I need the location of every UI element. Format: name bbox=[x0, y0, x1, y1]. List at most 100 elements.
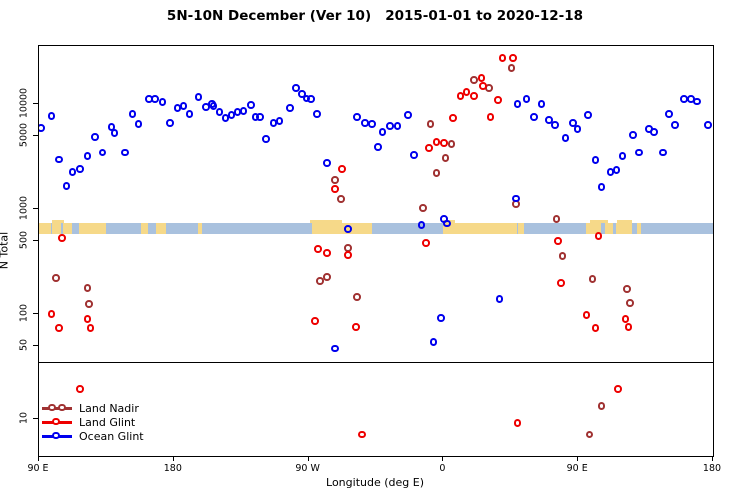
data-point-ocean-glint bbox=[584, 111, 592, 119]
data-point-land-nadir bbox=[432, 169, 441, 178]
data-point-ocean-glint bbox=[179, 102, 188, 110]
x-axis-tick-label: 0 bbox=[439, 463, 446, 474]
data-point-ocean-glint bbox=[664, 110, 673, 118]
y-axis-tick-label: 500 bbox=[18, 230, 30, 249]
y-axis-tick bbox=[33, 418, 38, 420]
land-patch bbox=[52, 223, 62, 234]
data-point-ocean-glint bbox=[530, 113, 538, 121]
ocean-band bbox=[39, 223, 713, 234]
data-point-land-glint bbox=[422, 239, 430, 247]
y-axis-tick-label: 100 bbox=[18, 303, 30, 323]
data-point-land-glint bbox=[314, 245, 323, 253]
legend-item-land-nadir: Land Nadir bbox=[41, 401, 144, 415]
data-point-ocean-glint bbox=[323, 159, 332, 167]
data-point-land-nadir bbox=[85, 300, 93, 308]
data-point-ocean-glint bbox=[374, 143, 382, 151]
x-axis-tick-label: 90 E bbox=[27, 463, 49, 474]
data-point-land-nadir bbox=[470, 76, 478, 84]
data-point-land-nadir bbox=[353, 293, 362, 301]
data-point-ocean-glint bbox=[55, 155, 63, 164]
data-point-land-glint bbox=[338, 165, 347, 173]
land-coast-bump bbox=[310, 220, 342, 224]
data-point-land-glint bbox=[614, 385, 622, 393]
data-point-land-glint bbox=[621, 315, 630, 323]
data-point-land-glint bbox=[479, 82, 487, 90]
data-point-land-nadir bbox=[447, 140, 456, 149]
data-point-ocean-glint bbox=[312, 110, 321, 118]
legend-circle-icon bbox=[52, 417, 60, 426]
data-point-ocean-glint bbox=[306, 95, 315, 103]
data-point-land-glint bbox=[330, 185, 339, 193]
data-point-land-nadir bbox=[426, 120, 435, 128]
data-point-land-nadir bbox=[623, 285, 631, 294]
y-axis-tick-label: 50 bbox=[18, 338, 30, 351]
data-point-land-glint bbox=[509, 54, 517, 62]
data-point-land-nadir bbox=[336, 195, 345, 203]
legend-label: Land Glint bbox=[79, 415, 136, 429]
data-point-ocean-glint bbox=[393, 122, 402, 130]
y-axis-tick bbox=[33, 344, 38, 346]
data-point-ocean-glint bbox=[344, 225, 353, 233]
data-point-land-glint bbox=[323, 249, 332, 258]
data-point-ocean-glint bbox=[649, 128, 658, 136]
legend-circle-icon bbox=[48, 403, 56, 412]
data-point-ocean-glint bbox=[360, 119, 369, 127]
data-point-ocean-glint bbox=[68, 168, 77, 176]
data-point-ocean-glint bbox=[429, 338, 438, 346]
data-point-ocean-glint bbox=[76, 165, 84, 173]
y-axis-tick bbox=[33, 313, 38, 315]
data-point-land-glint bbox=[440, 139, 448, 147]
data-point-ocean-glint bbox=[47, 112, 56, 121]
y-axis-title: N Total bbox=[0, 231, 11, 269]
data-point-ocean-glint bbox=[635, 148, 643, 157]
data-point-land-glint bbox=[55, 324, 63, 332]
data-point-land-nadir bbox=[441, 154, 450, 162]
data-point-ocean-glint bbox=[353, 113, 362, 121]
data-point-land-nadir bbox=[552, 215, 561, 223]
land-patch bbox=[155, 223, 167, 234]
data-point-ocean-glint bbox=[545, 116, 553, 124]
y-axis-tick-label: 10 bbox=[18, 412, 30, 425]
data-point-land-glint bbox=[582, 311, 591, 319]
data-point-land-glint bbox=[76, 385, 84, 393]
y-axis-tick-label: 1000 bbox=[18, 195, 30, 221]
data-point-land-nadir bbox=[626, 299, 634, 307]
land-patch bbox=[62, 223, 72, 234]
y-axis-tick-label: 10000 bbox=[18, 87, 30, 119]
data-point-ocean-glint bbox=[618, 152, 627, 160]
y-axis-tick-label: 5000 bbox=[18, 122, 30, 147]
land-patch bbox=[311, 223, 372, 234]
data-point-land-glint bbox=[351, 323, 360, 331]
y-axis-tick bbox=[33, 102, 38, 104]
x-axis-title: Longitude (deg E) bbox=[326, 476, 424, 489]
legend-item-ocean-glint: Ocean Glint bbox=[41, 429, 144, 443]
data-point-ocean-glint bbox=[495, 295, 504, 303]
data-point-ocean-glint bbox=[597, 183, 606, 191]
land-patch bbox=[140, 223, 149, 234]
legend-circle-icon bbox=[58, 403, 66, 412]
land-patch bbox=[79, 223, 107, 234]
data-point-ocean-glint bbox=[134, 120, 143, 128]
chart-title: 5N-10N December (Ver 10) 2015-01-01 to 2… bbox=[166, 8, 584, 24]
land-patch bbox=[39, 223, 51, 234]
land-coast-bump bbox=[52, 220, 65, 224]
data-point-ocean-glint bbox=[121, 148, 129, 157]
data-point-ocean-glint bbox=[194, 93, 203, 101]
data-point-ocean-glint bbox=[330, 344, 339, 353]
data-point-ocean-glint bbox=[629, 131, 637, 139]
x-axis-tick bbox=[307, 456, 309, 461]
data-point-ocean-glint bbox=[166, 119, 174, 127]
data-point-ocean-glint bbox=[292, 84, 300, 92]
x-axis-tick bbox=[577, 456, 579, 461]
data-point-land-glint bbox=[425, 144, 433, 152]
data-point-land-glint bbox=[470, 92, 478, 100]
x-axis-tick bbox=[172, 456, 174, 461]
data-point-ocean-glint bbox=[404, 111, 412, 119]
data-point-ocean-glint bbox=[83, 152, 92, 160]
data-point-ocean-glint bbox=[551, 121, 559, 130]
data-point-ocean-glint bbox=[612, 166, 621, 174]
legend-line bbox=[42, 407, 72, 410]
data-point-land-glint bbox=[357, 430, 366, 439]
data-point-ocean-glint bbox=[386, 122, 394, 130]
